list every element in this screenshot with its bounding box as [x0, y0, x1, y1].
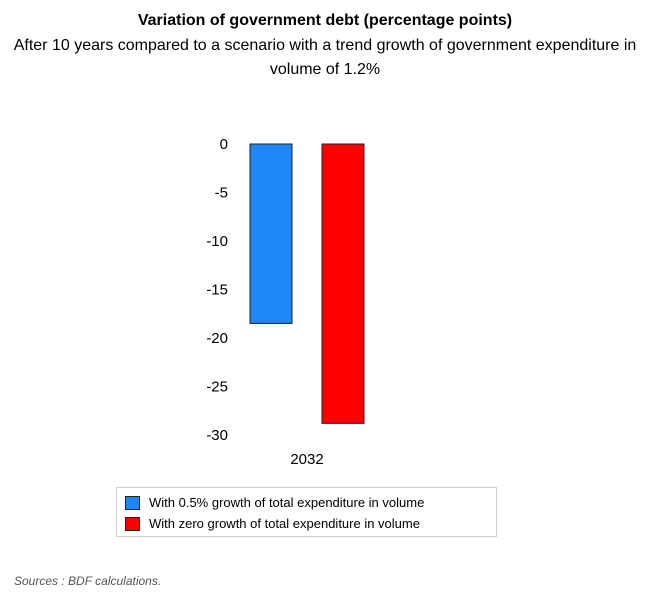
y-tick-label: 0: [220, 136, 228, 153]
chart-title: Variation of government debt (percentage…: [137, 12, 513, 29]
legend-swatch-0: [125, 495, 140, 510]
y-tick-label: -10: [206, 233, 228, 250]
bar-series-1: [321, 143, 365, 424]
y-tick-label: -20: [206, 330, 228, 347]
x-category-label: 2032: [290, 451, 323, 468]
legend-label-1: With zero growth of total expenditure in…: [149, 516, 420, 531]
y-tick-label: -25: [206, 379, 228, 396]
y-tick-label: -30: [206, 427, 228, 444]
source-note: Sources : BDF calculations.: [14, 574, 162, 588]
chart-subtitle: After 10 years compared to a scenario wi…: [13, 37, 637, 78]
y-tick-label: -15: [206, 282, 228, 299]
legend-label-0: With 0.5% growth of total expenditure in…: [149, 495, 425, 510]
legend-swatch-1: [125, 516, 140, 531]
y-tick-label: -5: [215, 185, 228, 202]
bar-series-0: [249, 143, 293, 324]
legend-item-0: With 0.5% growth of total expenditure in…: [125, 492, 496, 513]
legend-item-1: With zero growth of total expenditure in…: [125, 513, 496, 534]
legend: With 0.5% growth of total expenditure in…: [116, 487, 497, 537]
